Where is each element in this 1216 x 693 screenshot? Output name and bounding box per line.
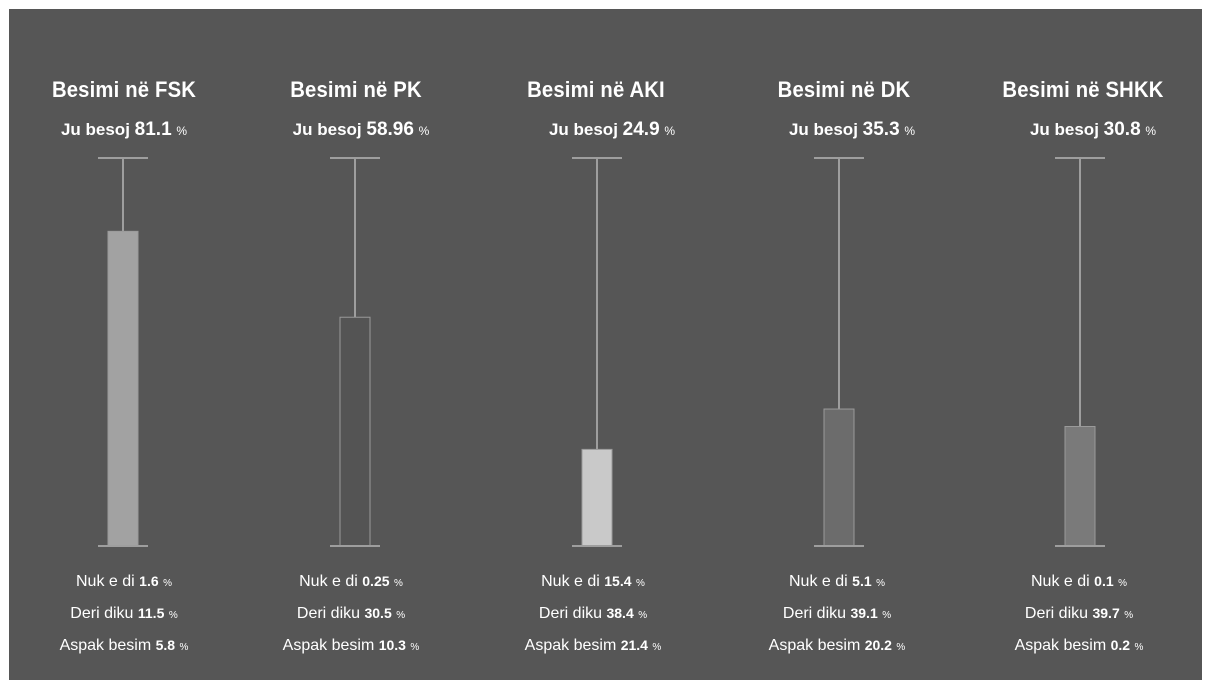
stat-value: 11.5 [137,605,165,621]
stat-unit: % [652,642,662,653]
stat-label: Aspak besim [59,637,152,654]
stat-label: Aspak besim [1014,637,1107,654]
stat-label: Deri diku [296,605,361,622]
trust-value: 81.1 [134,119,172,140]
stat-somewhat-dk: Deri diku 39.1 % [717,605,957,623]
stat-label: Deri diku [538,605,603,622]
stat-label: Aspak besim [524,637,617,654]
stat-value: 39.7 [1092,605,1120,621]
trust-unit: % [664,124,676,138]
bar [339,316,371,547]
stat-dont-know-aki: Nuk e di 15.4 % [473,573,713,591]
stat-value: 30.5 [364,605,392,621]
stat-no-trust-pk: Aspak besim 10.3 % [231,637,471,655]
panel-title-aki: Besimi në AKI [527,77,665,102]
stat-value: 39.1 [850,605,878,621]
bar-group-3 [814,157,864,547]
stat-unit: % [1124,610,1134,621]
stat-value: 38.4 [606,605,634,621]
trust-unit: % [418,124,430,138]
bar [581,448,613,547]
stat-somewhat-shkk: Deri diku 39.7 % [959,605,1199,623]
stat-somewhat-aki: Deri diku 38.4 % [473,605,713,623]
trust-text: Ju besoj [1029,120,1099,139]
trust-label-aki: Ju besoj 24.9 % [492,119,732,141]
stat-label: Aspak besim [282,637,375,654]
stat-unit: % [393,578,403,589]
trust-label-pk: Ju besoj 58.96 % [241,119,481,141]
trust-label-fsk: Ju besoj 81.1 % [4,119,244,141]
panel-title-shkk: Besimi në SHKK [1002,77,1164,102]
stat-unit: % [168,610,178,621]
stat-no-trust-aki: Aspak besim 21.4 % [473,637,713,655]
stat-unit: % [396,610,406,621]
stat-unit: % [882,610,892,621]
stat-label: Nuk e di [1031,573,1090,590]
stat-value: 0.2 [1110,637,1131,653]
bar-group-4 [1055,157,1105,547]
bar-group-1 [330,157,380,547]
stat-value: 0.1 [1094,573,1114,589]
trust-value: 30.8 [1103,119,1141,140]
panel-title-fsk: Besimi në FSK [51,77,197,102]
stat-value: 5.1 [852,573,872,589]
stat-label: Nuk e di [76,573,135,590]
stat-unit: % [179,642,189,653]
bar [823,408,855,547]
stat-dont-know-dk: Nuk e di 5.1 % [717,573,957,591]
stat-unit: % [1118,578,1127,589]
stat-no-trust-dk: Aspak besim 20.2 % [717,637,957,655]
trust-value: 35.3 [862,119,900,140]
stat-label: Aspak besim [768,637,861,654]
stat-dont-know-fsk: Nuk e di 1.6 % [4,573,244,591]
panel-title-dk: Besimi në DK [777,77,911,102]
stat-value: 0.25 [362,573,390,589]
stat-unit: % [410,642,420,653]
stat-dont-know-shkk: Nuk e di 0.1 % [959,573,1199,591]
stat-somewhat-fsk: Deri diku 11.5 % [4,605,244,623]
trust-value: 58.96 [366,119,414,140]
stat-label: Nuk e di [299,573,358,590]
stat-value: 21.4 [620,637,648,653]
stat-label: Deri diku [782,605,847,622]
stat-value: 10.3 [378,637,406,653]
stat-value: 1.6 [139,573,159,589]
stat-unit: % [163,578,172,589]
stat-label: Deri diku [1024,605,1089,622]
bar [107,230,139,547]
trust-text: Ju besoj [548,120,618,139]
stat-unit: % [876,578,885,589]
stat-value: 5.8 [155,637,176,653]
stat-dont-know-pk: Nuk e di 0.25 % [231,573,471,591]
stat-label: Nuk e di [541,573,600,590]
stat-somewhat-pk: Deri diku 30.5 % [231,605,471,623]
bar [1064,425,1096,547]
bar-group-0 [98,157,148,547]
chart-svg [98,157,1105,547]
stat-label: Deri diku [70,605,134,622]
trust-label-dk: Ju besoj 35.3 % [732,119,972,141]
stat-unit: % [635,578,645,589]
trust-text: Ju besoj [60,120,130,139]
bar-group-2 [572,157,622,547]
stat-value: 15.4 [604,573,632,589]
panel-title-pk: Besimi në PK [290,77,422,102]
trust-text: Ju besoj [788,120,858,139]
trust-text: Ju besoj [292,120,362,139]
chart-panel: Besimi në FSK Ju besoj 81.1 % Nuk e di 1… [9,9,1202,680]
trust-unit: % [1145,124,1157,138]
stat-label: Nuk e di [789,573,848,590]
trust-label-shkk: Ju besoj 30.8 % [973,119,1213,141]
stat-unit: % [1134,642,1144,653]
trust-unit: % [176,124,188,138]
stat-unit: % [896,642,906,653]
stat-unit: % [638,610,648,621]
stat-no-trust-shkk: Aspak besim 0.2 % [959,637,1199,655]
stat-value: 20.2 [864,637,892,653]
stat-no-trust-fsk: Aspak besim 5.8 % [4,637,244,655]
trust-unit: % [904,124,916,138]
trust-value: 24.9 [622,119,660,140]
